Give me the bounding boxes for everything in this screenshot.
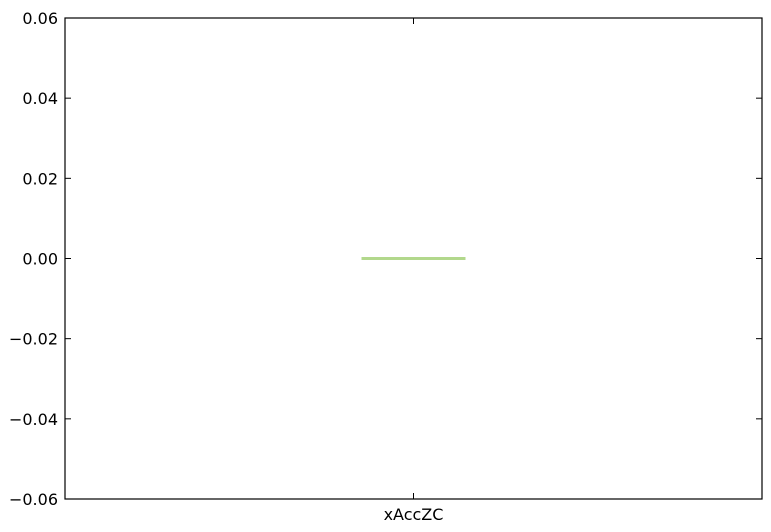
y-tick-label: −0.06 — [9, 490, 58, 509]
x-tick-label: xAccZC — [384, 505, 444, 524]
y-tick-label: 0.06 — [22, 9, 58, 28]
y-tick-label: 0.02 — [22, 169, 58, 188]
y-tick-label: 0.00 — [22, 250, 58, 269]
y-tick-label: −0.02 — [9, 330, 58, 349]
x-axis-ticks: xAccZC — [384, 18, 444, 524]
y-tick-label: 0.04 — [22, 89, 58, 108]
plot-frame — [64, 17, 763, 500]
y-tick-label: −0.04 — [9, 410, 58, 429]
